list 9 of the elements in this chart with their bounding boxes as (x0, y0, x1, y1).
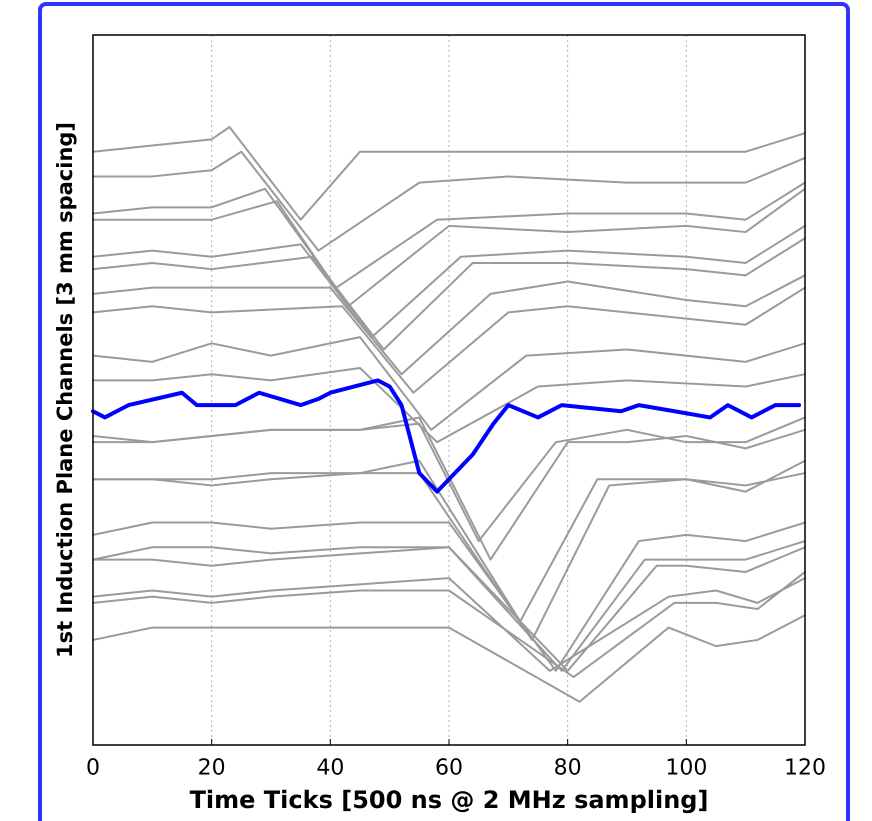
x-tick-label: 100 (665, 755, 708, 780)
y-axis-title: 1st Induction Plane Channels [3 mm spacing] (53, 122, 77, 658)
x-tick-label: 60 (435, 755, 463, 780)
x-tick-label: 80 (554, 755, 582, 780)
x-axis-title: Time Ticks [500 ns @ 2 MHz sampling] (190, 786, 708, 814)
x-tick-label: 0 (86, 755, 100, 780)
x-tick-label: 20 (198, 755, 226, 780)
x-tick-label: 40 (316, 755, 344, 780)
x-tick-label: 120 (784, 755, 826, 780)
